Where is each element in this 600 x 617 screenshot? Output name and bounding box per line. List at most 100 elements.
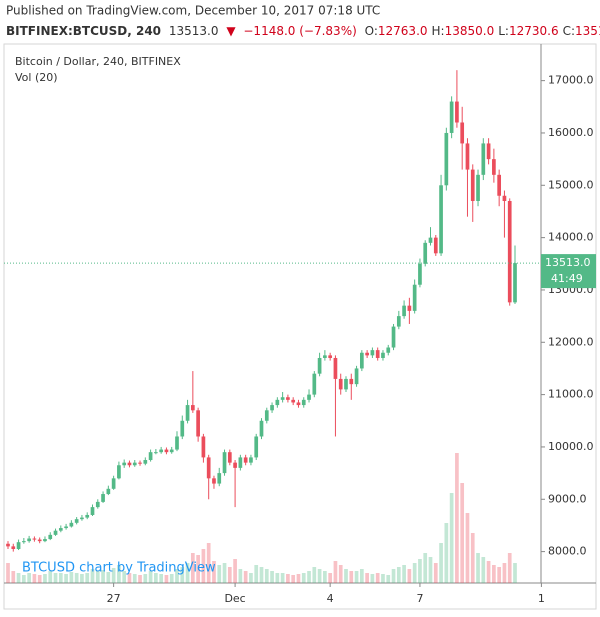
candle-body (95, 501, 100, 508)
volume-bar (259, 567, 264, 583)
volume-bar (85, 573, 90, 583)
y-tick-label: 12000.0 (548, 335, 594, 348)
ohlc-key: O: (365, 24, 378, 38)
volume-bar (338, 565, 343, 583)
countdown: 41:49 (551, 272, 583, 285)
volume-bar (307, 571, 311, 583)
candle-body (470, 169, 475, 201)
ohlc-key: L: (498, 24, 509, 38)
candle-body (249, 457, 253, 463)
volume-bar (196, 555, 200, 583)
candle-body (349, 378, 354, 385)
volume-bar (270, 571, 274, 583)
y-tick-label: 11000.0 (548, 388, 594, 401)
volume-bar (396, 567, 401, 583)
volume-bar (143, 574, 148, 583)
candle-body (307, 394, 311, 400)
volume-bar (439, 543, 443, 583)
candle-layer (6, 70, 517, 552)
candle-body (423, 242, 428, 264)
candle-body (206, 457, 211, 479)
candle-body (370, 350, 375, 356)
candle-body (64, 526, 68, 529)
volume-bar (243, 571, 248, 583)
candle-body (11, 546, 16, 549)
volume-bar (53, 573, 58, 583)
volume-bar (164, 575, 169, 583)
candle-body (259, 420, 264, 437)
volume-bar (254, 565, 259, 583)
volume-bar (280, 573, 285, 583)
candle-body (27, 538, 31, 542)
candle-body (386, 347, 391, 353)
candle-body (212, 478, 216, 484)
candle-body (175, 436, 179, 450)
candle-body (85, 514, 90, 518)
candle-body (455, 101, 459, 123)
candle-body (492, 159, 496, 175)
candle-body (375, 350, 380, 358)
candle-body (418, 263, 422, 285)
candle-body (101, 494, 105, 502)
volume-bar (402, 565, 406, 583)
candle-body (138, 462, 142, 464)
volume-bar (312, 567, 317, 583)
ohlc-key: C: (563, 24, 575, 38)
volume-bar (48, 571, 53, 583)
volume-bar (117, 565, 121, 583)
candle-body (359, 352, 364, 369)
candle-body (396, 316, 401, 327)
candle-body (132, 462, 137, 466)
candle-body (185, 405, 190, 421)
candle-body (74, 519, 79, 523)
candle-body (164, 449, 169, 453)
candle-body (43, 539, 47, 542)
candle-body (280, 397, 285, 400)
volume-bar (481, 557, 486, 583)
candle-body (513, 263, 517, 303)
volume-bar (43, 574, 47, 583)
candle-body (365, 352, 369, 356)
volume-bar (455, 453, 459, 583)
arrow: ▼ (226, 24, 236, 38)
ohlc-value: 12730.6 (509, 24, 559, 38)
candle-body (90, 507, 95, 515)
volume-bar (354, 571, 359, 583)
candle-body (381, 352, 385, 358)
volume-bar (349, 571, 354, 583)
candle-body (122, 462, 127, 466)
watermark: BTCUSD chart by TradingView (22, 561, 216, 576)
volume-bar (80, 574, 84, 583)
volume-bar (391, 569, 396, 583)
candle-body (37, 539, 42, 542)
volume-bar (106, 572, 111, 583)
y-tick-label: 15000.0 (548, 178, 594, 191)
volume-bar (169, 574, 174, 583)
volume-bar (365, 573, 369, 583)
candle-body (476, 174, 480, 201)
candle-body (32, 538, 37, 540)
last-price: 13513.0 (169, 24, 219, 38)
volume-bar (175, 569, 179, 583)
volume-bar (6, 563, 10, 583)
candle-body (338, 378, 343, 390)
candle-body (106, 488, 111, 495)
ohlc-value: 13513.0 (575, 24, 600, 38)
candle-body (333, 357, 338, 379)
candle-body (117, 465, 121, 479)
volume-bar (264, 569, 269, 583)
volume-layer (6, 453, 517, 583)
volume-bar (21, 575, 26, 583)
y-tick-label: 8000.0 (548, 545, 587, 558)
volume-bar (476, 553, 480, 583)
volume-bar (217, 565, 222, 583)
volume-bar (513, 563, 517, 583)
y-tick-label: 10000.0 (548, 440, 594, 453)
volume-bar (275, 573, 280, 583)
candle-body (328, 355, 333, 358)
volume-bar (286, 574, 290, 583)
candle-body (507, 200, 512, 303)
volume-bar (359, 569, 364, 583)
candle-body (80, 517, 84, 520)
candle-body (6, 543, 10, 547)
